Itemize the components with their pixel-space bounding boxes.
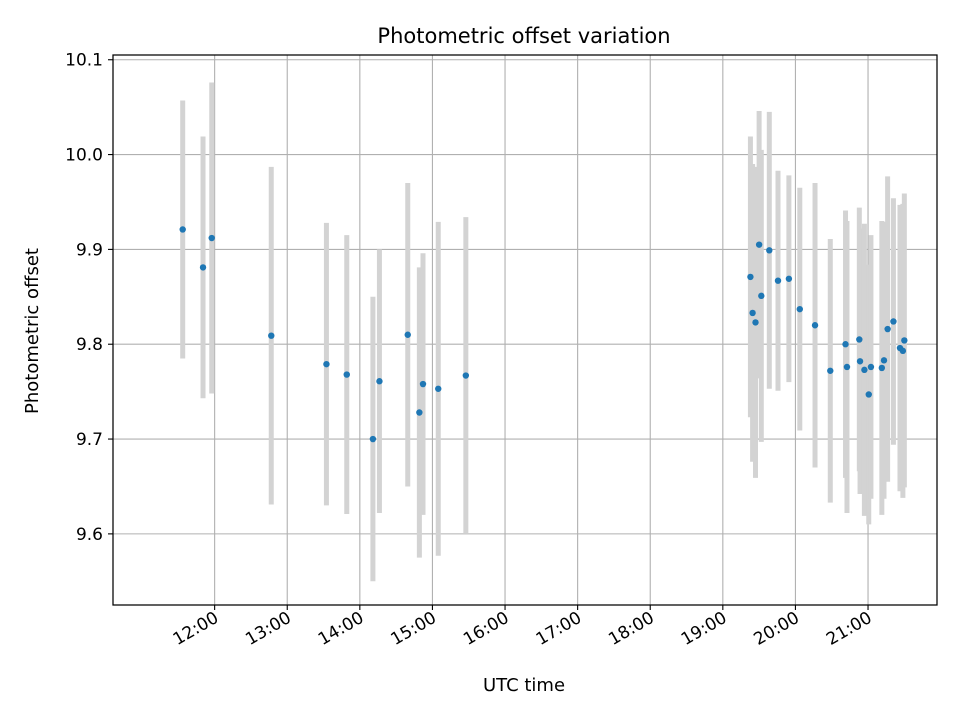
y-tick-label: 10.1 — [65, 51, 103, 71]
data-point — [419, 380, 427, 388]
data-point — [755, 241, 763, 248]
data-point — [752, 319, 759, 326]
chart-title: Photometric offset variation — [377, 24, 670, 48]
data-point — [843, 363, 851, 371]
data-point — [766, 247, 773, 254]
data-point — [199, 264, 207, 271]
data-point — [861, 366, 868, 374]
data-point — [774, 277, 782, 284]
data-point — [323, 360, 330, 368]
y-tick-label: 9.8 — [76, 335, 103, 355]
data-point — [749, 309, 756, 317]
data-point — [369, 435, 377, 443]
data-point — [404, 331, 411, 338]
data-point — [811, 322, 819, 329]
y-tick-label: 9.6 — [76, 525, 103, 545]
data-point — [758, 292, 765, 300]
data-point — [884, 325, 891, 333]
data-point — [796, 305, 803, 313]
data-point — [208, 234, 215, 242]
data-point — [901, 337, 908, 344]
data-point — [416, 409, 423, 416]
data-point — [435, 385, 442, 392]
data-point — [878, 364, 886, 372]
data-point — [890, 318, 897, 325]
data-point — [899, 347, 907, 355]
y-axis-label: Photometric offset — [22, 248, 43, 414]
axes-frame — [112, 54, 938, 606]
y-tick-label: 9.7 — [76, 430, 103, 450]
data-point — [856, 336, 863, 343]
data-point — [747, 273, 754, 281]
data-point — [867, 363, 875, 371]
data-point — [842, 341, 849, 348]
data-point — [462, 372, 470, 379]
data-point — [268, 332, 275, 339]
data-points — [179, 226, 908, 443]
data-point — [343, 371, 350, 378]
data-point — [785, 275, 793, 282]
data-point — [376, 378, 383, 385]
data-point — [179, 226, 186, 233]
data-point — [865, 391, 872, 398]
y-tick-label: 9.9 — [76, 240, 103, 260]
data-point — [880, 357, 888, 364]
y-tick-label: 10.0 — [65, 146, 103, 166]
x-axis-label: UTC time — [483, 675, 565, 696]
data-point — [827, 367, 834, 374]
data-point — [856, 358, 864, 365]
